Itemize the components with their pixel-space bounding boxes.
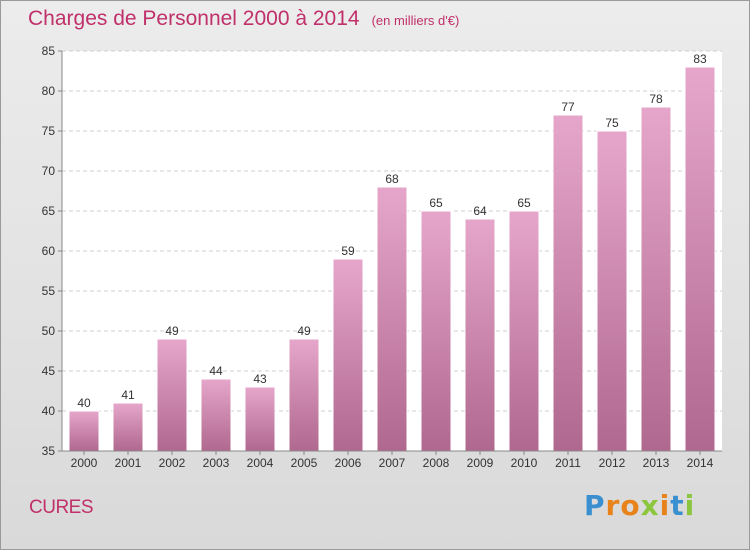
chart-title: Charges de Personnel 2000 à 2014 xyxy=(28,7,360,30)
bar xyxy=(464,218,496,452)
y-tick-label: 80 xyxy=(42,84,56,98)
x-tick-label: 2012 xyxy=(599,456,626,470)
bar xyxy=(332,258,364,452)
logo-letter: x xyxy=(640,489,660,522)
chart-title-block: Charges de Personnel 2000 à 2014 (en mill… xyxy=(28,7,459,31)
data-label: 59 xyxy=(341,244,355,258)
bar xyxy=(420,210,452,452)
y-tick-label: 65 xyxy=(42,204,56,218)
logo-letter: t xyxy=(670,489,685,522)
data-label: 83 xyxy=(693,52,707,66)
x-tick-label: 2006 xyxy=(335,456,362,470)
data-label: 41 xyxy=(121,388,135,402)
bar xyxy=(156,338,188,452)
bar xyxy=(244,386,276,452)
data-label: 68 xyxy=(385,172,399,186)
data-label: 77 xyxy=(561,100,575,114)
x-tick-label: 2005 xyxy=(291,456,318,470)
x-tick-label: 2009 xyxy=(467,456,494,470)
data-label: 43 xyxy=(253,372,267,386)
y-tick-label: 75 xyxy=(42,124,56,138)
place-name: CURES xyxy=(29,497,94,518)
data-label: 44 xyxy=(209,364,223,378)
bar xyxy=(112,402,144,452)
logo-letter: o xyxy=(620,489,641,522)
bar xyxy=(684,66,716,452)
data-label: 49 xyxy=(165,324,179,338)
data-label: 64 xyxy=(473,204,487,218)
x-tick-label: 2002 xyxy=(159,456,186,470)
bar xyxy=(288,338,320,452)
data-label: 75 xyxy=(605,116,619,130)
bar xyxy=(376,186,408,452)
logo-letter: i xyxy=(659,489,671,522)
x-tick-label: 2004 xyxy=(247,456,274,470)
bar xyxy=(596,130,628,452)
bar xyxy=(640,106,672,452)
y-tick-label: 45 xyxy=(42,364,56,378)
x-tick-label: 2014 xyxy=(687,456,714,470)
y-tick-label: 50 xyxy=(42,324,56,338)
bar xyxy=(68,410,100,452)
chart-subtitle: (en milliers d'€) xyxy=(371,13,460,28)
bar xyxy=(508,210,540,452)
data-label: 65 xyxy=(429,196,443,210)
x-tick-label: 2010 xyxy=(511,456,538,470)
y-tick-label: 85 xyxy=(42,44,56,58)
data-label: 78 xyxy=(649,92,663,106)
x-tick-label: 2003 xyxy=(203,456,230,470)
x-tick-label: 2001 xyxy=(115,456,142,470)
data-label: 40 xyxy=(77,396,91,410)
logo-letter: r xyxy=(605,489,621,522)
logo-letter: P xyxy=(584,489,606,522)
bar xyxy=(552,114,584,452)
proxiti-logo: Proxiti xyxy=(584,489,695,522)
x-tick-label: 2011 xyxy=(555,456,581,470)
x-tick-label: 2008 xyxy=(423,456,450,470)
logo-letter: i xyxy=(684,489,696,522)
y-tick-label: 55 xyxy=(42,284,56,298)
data-label: 65 xyxy=(517,196,531,210)
x-tick-label: 2013 xyxy=(643,456,670,470)
y-tick-label: 60 xyxy=(42,244,56,258)
data-label: 49 xyxy=(297,324,311,338)
x-tick-label: 2007 xyxy=(379,456,406,470)
y-tick-label: 35 xyxy=(42,444,56,458)
x-tick-label: 2000 xyxy=(71,456,98,470)
y-tick-label: 40 xyxy=(42,404,56,418)
bar xyxy=(200,378,232,452)
y-tick-label: 70 xyxy=(42,164,56,178)
